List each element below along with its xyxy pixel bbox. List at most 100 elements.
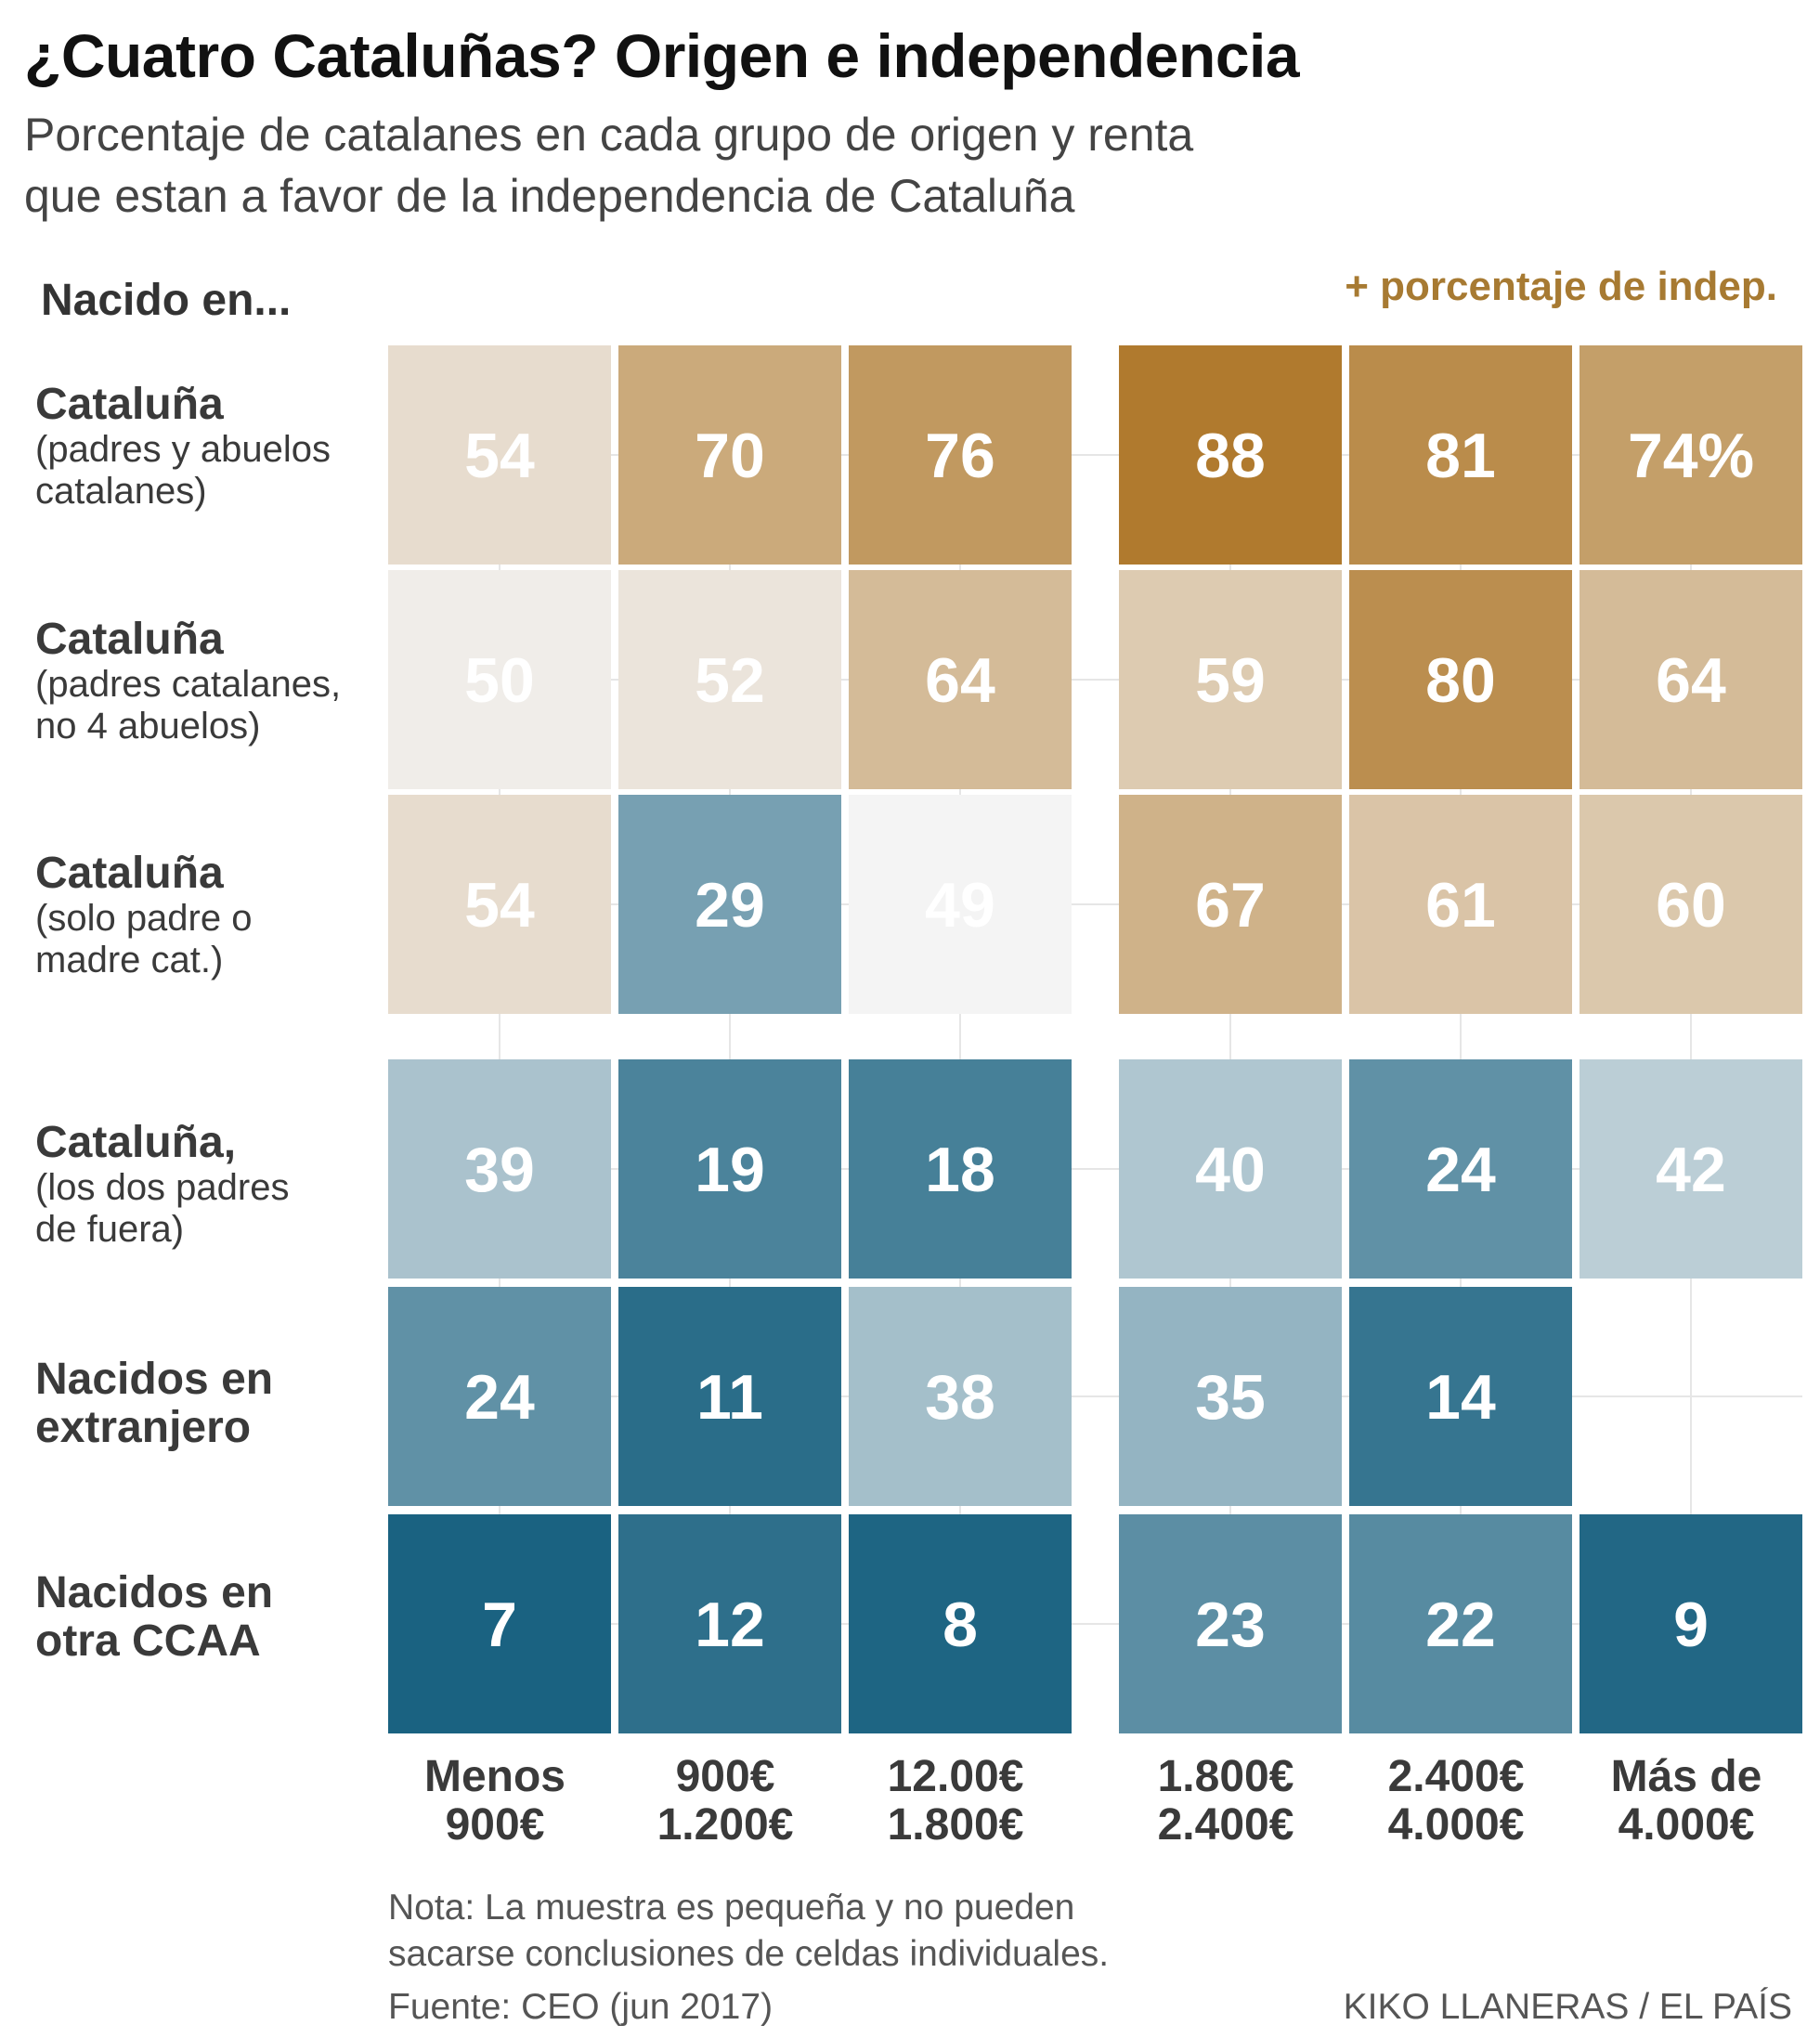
cell-value-label: 7 [482, 1590, 517, 1660]
cell-value-label: 61 [1425, 870, 1496, 941]
row-label-main: Cataluña [35, 849, 224, 898]
heatmap-cell-r5-c1 [618, 1514, 841, 1733]
heatmap-cell-r3-c3 [1119, 1059, 1342, 1279]
row-label-sub: no 4 abuelos) [35, 706, 261, 746]
col-label-menos-900: Menos 900€ [374, 1753, 616, 1850]
col-label-line: 900€ [675, 1752, 775, 1801]
cell-value-label: 11 [696, 1362, 763, 1433]
heatmap-cell-r1-c0 [388, 570, 611, 789]
cell-value-label: 50 [464, 645, 535, 716]
heatmap-cell-r2-c2 [849, 795, 1072, 1014]
cell-value-label: 54 [464, 421, 535, 491]
heatmap-cell-r4-c1 [618, 1287, 841, 1506]
cell-value-label: 59 [1195, 645, 1266, 716]
heatmap-cell-r1-c3 [1119, 570, 1342, 789]
row-label-main: Cataluña, [35, 1118, 237, 1167]
col-label-mas-4000: Más de 4.000€ [1566, 1753, 1807, 1850]
heatmap-cell-r1-c5 [1580, 570, 1802, 789]
heatmap-cell-r4-c0 [388, 1287, 611, 1506]
heatmap-cell-r1-c2 [849, 570, 1072, 789]
heatmap-cell-r0-c1 [618, 345, 841, 565]
cell-value-label: 39 [464, 1135, 535, 1205]
cell-value-label: 76 [925, 421, 995, 491]
row-label-main: Cataluña [35, 380, 224, 429]
heatmap-cell-r4-c3 [1119, 1287, 1342, 1506]
footnote-line: sacarse conclusiones de celdas individua… [388, 1934, 1110, 1974]
heatmap-cell-r4-c4 [1349, 1287, 1572, 1506]
cell-value-label: 64 [1656, 645, 1726, 716]
col-label-2400-4000: 2.400€ 4.000€ [1335, 1753, 1577, 1850]
col-label-1200-1800: 12.00€ 1.800€ [835, 1753, 1076, 1850]
row-label-cataluna-padres-fuera: Cataluña, (los dos padres de fuera) [35, 1119, 370, 1251]
heatmap-cell-r3-c5 [1580, 1059, 1802, 1279]
credit-label: KIKO LLANERAS / EL PAÍS [1343, 1987, 1792, 2027]
row-label-main: extranjero [35, 1403, 252, 1452]
chart-title: ¿Cuatro Cataluñas? Origen e independenci… [24, 21, 1300, 90]
cell-value-label: 42 [1656, 1135, 1726, 1205]
row-label-sub: catalanes) [35, 471, 207, 512]
cell-value-label: 14 [1425, 1362, 1496, 1433]
cell-value-label: 67 [1195, 870, 1266, 941]
heatmap-cell-r3-c4 [1349, 1059, 1572, 1279]
col-label-1800-2400: 1.800€ 2.400€ [1105, 1753, 1346, 1850]
heatmap-cell-r0-c4 [1349, 345, 1572, 565]
row-label-extranjero: Nacidos en extranjero [35, 1356, 370, 1452]
heatmap-cell-r0-c2 [849, 345, 1072, 565]
col-label-line: 1.800€ [887, 1800, 1024, 1850]
row-label-cataluna-padres: Cataluña (padres catalanes, no 4 abuelos… [35, 616, 370, 747]
cell-value-label: 49 [925, 870, 995, 941]
cell-value-label: 9 [1673, 1590, 1709, 1660]
heatmap-cell-r3-c0 [388, 1059, 611, 1279]
cell-value-label: 54 [464, 870, 535, 941]
heatmap-cell-r2-c1 [618, 795, 841, 1014]
heatmap-cell-r5-c3 [1119, 1514, 1342, 1733]
heatmap-cell-r5-c4 [1349, 1514, 1572, 1733]
heatmap-cell-r0-c3 [1119, 345, 1342, 565]
heatmap-cell-r2-c0 [388, 795, 611, 1014]
row-label-sub: (los dos padres [35, 1167, 290, 1208]
row-label-cataluna-padres-abuelos: Cataluña (padres y abuelos catalanes) [35, 381, 370, 513]
row-label-sub: (padres y abuelos [35, 429, 331, 470]
row-label-main: Nacidos en [35, 1355, 274, 1404]
row-label-main: Cataluña [35, 615, 224, 664]
heatmap-cell-r5-c5 [1580, 1514, 1802, 1733]
row-label-sub: madre cat.) [35, 940, 224, 980]
cell-value-label: 74% [1628, 421, 1754, 491]
heatmap-cell-r2-c3 [1119, 795, 1342, 1014]
cell-value-label: 88 [1195, 421, 1266, 491]
heatmap-cell-r0-c5 [1580, 345, 1802, 565]
cell-value-label: 18 [925, 1135, 995, 1205]
cell-value-label: 70 [695, 421, 765, 491]
row-label-sub: (solo padre o [35, 898, 253, 939]
row-label-cataluna-solo-padre: Cataluña (solo padre o madre cat.) [35, 850, 370, 981]
subtitle-line-1: Porcentaje de catalanes en cada grupo de… [24, 109, 1194, 161]
footnote: Nota: La muestra es pequeña y no pueden … [388, 1885, 1109, 1978]
heatmap-cell-r0-c0 [388, 345, 611, 565]
heatmap-cell-r2-c4 [1349, 795, 1572, 1014]
row-label-otra-ccaa: Nacidos en otra CCAA [35, 1569, 370, 1666]
heatmap-cell-r5-c2 [849, 1514, 1072, 1733]
cell-value-label: 80 [1425, 645, 1496, 716]
legend-label: + porcentaje de indep. [1345, 264, 1777, 309]
cell-value-label: 29 [695, 870, 765, 941]
heatmap-cell-r3-c2 [849, 1059, 1072, 1279]
cell-value-label: 8 [942, 1590, 978, 1660]
row-label-main: Nacidos en [35, 1568, 274, 1617]
subtitle-line-2: que estan a favor de la independencia de… [24, 170, 1075, 222]
cell-value-label: 19 [695, 1135, 765, 1205]
cell-value-label: 40 [1195, 1135, 1266, 1205]
heatmap-cell-r5-c0 [388, 1514, 611, 1733]
heatmap-cell-r1-c4 [1349, 570, 1572, 789]
row-label-sub: de fuera) [35, 1209, 185, 1250]
col-label-line: 2.400€ [1387, 1752, 1525, 1801]
col-label-line: 900€ [445, 1800, 545, 1850]
cell-value-label: 35 [1195, 1362, 1266, 1433]
footnote-line: Nota: La muestra es pequeña y no pueden [388, 1888, 1075, 1928]
heatmap-cell-r4-c2 [849, 1287, 1072, 1506]
col-label-line: 4.000€ [1387, 1800, 1525, 1850]
chart-subtitle: Porcentaje de catalanes en cada grupo de… [24, 104, 1417, 227]
row-label-main: otra CCAA [35, 1616, 261, 1666]
cell-value-label: 38 [925, 1362, 995, 1433]
col-label-line: Más de [1610, 1752, 1762, 1801]
